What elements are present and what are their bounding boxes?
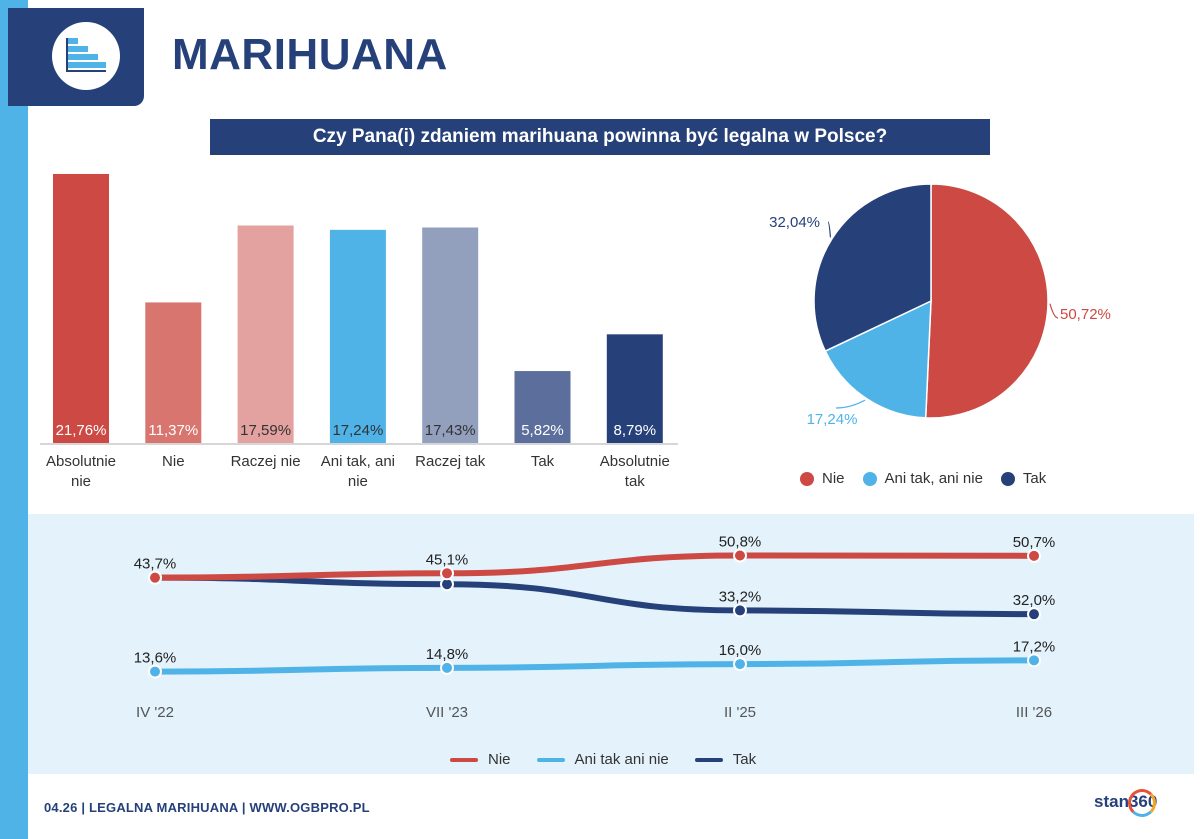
brand-ring-icon bbox=[1128, 789, 1156, 817]
series-line bbox=[152, 574, 1037, 618]
data-point bbox=[148, 570, 162, 585]
bar-category-label: Ani tak, ani bbox=[321, 453, 395, 470]
pie-slice bbox=[813, 183, 932, 353]
pie-value-label: 17,24% bbox=[807, 411, 858, 428]
line-legend-item-nie: Nie bbox=[450, 751, 511, 768]
question-title: Czy Pana(i) zdaniem marihuana powinna by… bbox=[210, 119, 990, 155]
pie-slice bbox=[924, 183, 1049, 419]
bar-category-label: Raczej tak bbox=[415, 453, 486, 470]
data-point bbox=[1027, 548, 1041, 563]
data-point bbox=[440, 660, 454, 675]
data-point bbox=[733, 603, 747, 618]
x-tick-label: VII '23 bbox=[426, 704, 468, 721]
bar-category-label: Absolutnie bbox=[46, 453, 116, 470]
footer-text: 04.26 | LEGALNA MARIHUANA | WWW.OGBPRO.P… bbox=[44, 800, 370, 815]
bar-category-label: nie bbox=[71, 473, 91, 490]
pie-value-label: 50,72% bbox=[1060, 306, 1111, 323]
bar-value-label: 5,82% bbox=[521, 422, 564, 439]
data-label: 50,8% bbox=[719, 534, 762, 551]
legend-label: Tak bbox=[1022, 470, 1047, 487]
bar bbox=[422, 227, 479, 443]
legend-dot bbox=[800, 471, 814, 486]
legend-label: Ani tak ani nie bbox=[574, 751, 669, 768]
pie-value-label: 32,04% bbox=[769, 214, 820, 231]
data-point bbox=[148, 664, 162, 679]
pie-leader-line bbox=[1049, 303, 1059, 319]
data-label: 16,0% bbox=[719, 642, 762, 659]
bar bbox=[237, 225, 294, 443]
bar bbox=[329, 229, 386, 443]
x-tick-label: III '26 bbox=[1016, 704, 1052, 721]
bar bbox=[53, 173, 109, 443]
bar-value-label: 11,37% bbox=[148, 422, 198, 439]
bar-category-label: tak bbox=[625, 473, 646, 490]
pie-chart: 50,72% 17,24% 32,04% bbox=[769, 183, 1111, 428]
legend-swatch bbox=[694, 757, 723, 762]
series-line bbox=[152, 552, 1037, 581]
legend-dot bbox=[862, 471, 877, 486]
header-logo bbox=[52, 22, 120, 90]
series-line bbox=[152, 657, 1037, 675]
bar-value-label: 17,24% bbox=[332, 422, 383, 439]
pie-legend: Nie Ani tak, ani nie Tak bbox=[800, 470, 1046, 487]
line-legend-item-neutral: Ani tak ani nie bbox=[536, 751, 669, 768]
data-point bbox=[733, 657, 747, 672]
bar-value-label: 8,79% bbox=[614, 422, 657, 439]
bar-value-label: 17,43% bbox=[425, 422, 476, 439]
left-accent-stripe bbox=[0, 0, 28, 839]
bar bbox=[514, 371, 571, 443]
data-label: 13,6% bbox=[134, 650, 177, 667]
pie-leader-line bbox=[835, 399, 866, 409]
bar-chart: 21,76% Absolutnie nie 11,37% Nie 17,59% Raczej… bbox=[40, 173, 678, 490]
bar bbox=[145, 302, 202, 443]
bar-value-label: 21,76% bbox=[56, 422, 107, 439]
bar-category-label: Nie bbox=[162, 453, 185, 470]
data-label: 43,7% bbox=[134, 556, 177, 573]
legend-label: Nie bbox=[488, 751, 511, 768]
data-point bbox=[440, 566, 454, 581]
legend-label: Nie bbox=[822, 470, 845, 487]
pie-slice bbox=[824, 299, 932, 419]
data-label: 17,2% bbox=[1013, 638, 1056, 655]
bar bbox=[606, 334, 663, 443]
line-legend: Nie Ani tak ani nie Tak bbox=[450, 751, 756, 768]
pie-leader-line bbox=[827, 221, 832, 238]
line-legend-item-tak: Tak bbox=[694, 751, 757, 768]
page-title: MARIHUANA bbox=[172, 30, 448, 79]
bar-category-label: Absolutnie bbox=[600, 453, 670, 470]
data-label: 45,1% bbox=[426, 551, 469, 568]
legend-label: Tak bbox=[732, 751, 757, 768]
bar-category-label: Raczej nie bbox=[231, 453, 301, 470]
line-chart: IV '22 VII '23 II '25 III '26 13,6% 14,8% 16,0… bbox=[134, 534, 1056, 721]
data-point bbox=[1027, 653, 1041, 668]
pie-legend-item-tak: Tak bbox=[1000, 470, 1047, 487]
legend-swatch bbox=[536, 757, 565, 762]
data-label: 33,2% bbox=[719, 588, 762, 605]
bar-value-label: 17,59% bbox=[240, 422, 291, 439]
legend-swatch bbox=[450, 757, 478, 762]
data-label: 14,8% bbox=[426, 646, 469, 663]
x-tick-label: IV '22 bbox=[136, 704, 174, 721]
pie-legend-item-nie: Nie bbox=[800, 470, 845, 487]
bar-category-label: nie bbox=[348, 473, 368, 490]
data-label: 32,0% bbox=[1013, 592, 1056, 609]
data-point bbox=[1027, 607, 1041, 622]
x-tick-label: II '25 bbox=[724, 704, 756, 721]
stacked-bars-icon bbox=[66, 38, 106, 72]
legend-dot bbox=[1000, 471, 1015, 486]
legend-label: Ani tak, ani nie bbox=[884, 470, 983, 487]
pie-legend-item-neutral: Ani tak, ani nie bbox=[862, 470, 983, 487]
data-label: 50,7% bbox=[1013, 534, 1056, 551]
data-point bbox=[733, 548, 747, 563]
bar-category-label: Tak bbox=[531, 453, 555, 470]
